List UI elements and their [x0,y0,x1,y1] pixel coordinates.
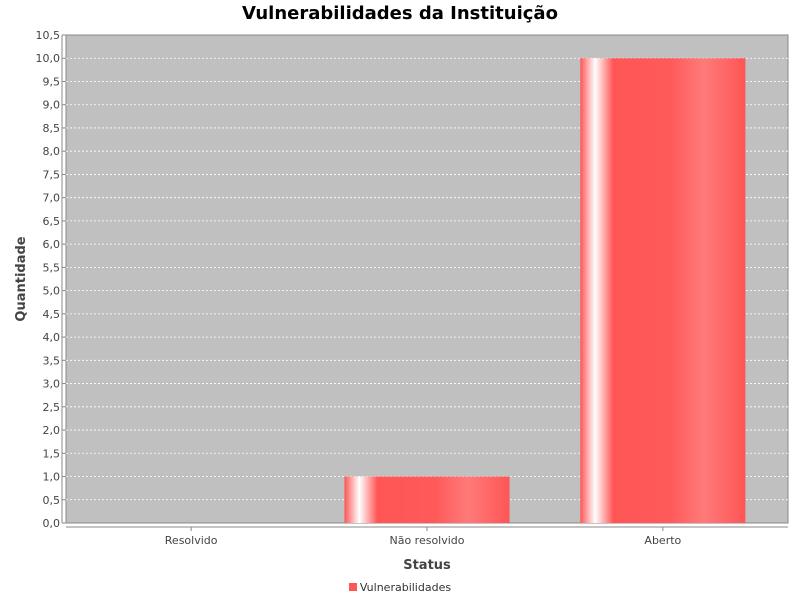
y-tick-label: 4,0 [43,331,61,344]
chart-title: Vulnerabilidades da Instituição [242,3,558,24]
y-tick-label: 2,5 [43,401,61,414]
y-tick-label: 6,5 [43,215,61,228]
legend-swatch [348,583,357,591]
y-tick-label: 7,0 [43,192,61,205]
y-tick-label: 9,0 [43,99,61,112]
y-tick-label: 1,0 [43,471,61,484]
y-tick-label: 8,0 [43,145,61,158]
y-tick-label: 9,5 [43,75,61,88]
x-tick-label: Resolvido [165,534,218,547]
y-axis-title: Quantidade [14,236,29,321]
bar [580,58,746,523]
x-tick-label: Não resolvido [389,534,464,547]
y-tick-label: 5,5 [43,261,61,274]
y-tick-label: 1,5 [43,447,61,460]
legend: Vulnerabilidades [0,581,800,594]
legend-label: Vulnerabilidades [359,581,452,594]
y-tick-label: 10,5 [36,29,61,42]
x-axis-title: Status [403,558,451,573]
y-tick-label: 2,0 [43,424,61,437]
y-tick-label: 5,0 [43,285,61,298]
y-tick-label: 3,0 [43,378,61,391]
bars [344,58,746,523]
y-tick-label: 0,0 [43,517,61,530]
x-tick-label: Aberto [644,534,681,547]
y-axis-ticks: 0,0 0,5 1,0 1,5 2,0 2,5 3,0 3,5 4,0 4,5 5,0 5,5 6,0 6… [36,29,66,530]
y-tick-label: 4,5 [43,308,61,321]
y-tick-label: 0,5 [43,494,61,507]
y-tick-label: 10,0 [36,52,61,65]
y-tick-label: 6,0 [43,238,61,251]
x-axis-ticks: Resolvido Não resolvido Aberto [66,526,788,547]
y-tick-label: 8,5 [43,122,61,135]
y-tick-label: 3,5 [43,354,61,367]
y-tick-label: 7,5 [43,168,61,181]
bar [344,476,510,523]
